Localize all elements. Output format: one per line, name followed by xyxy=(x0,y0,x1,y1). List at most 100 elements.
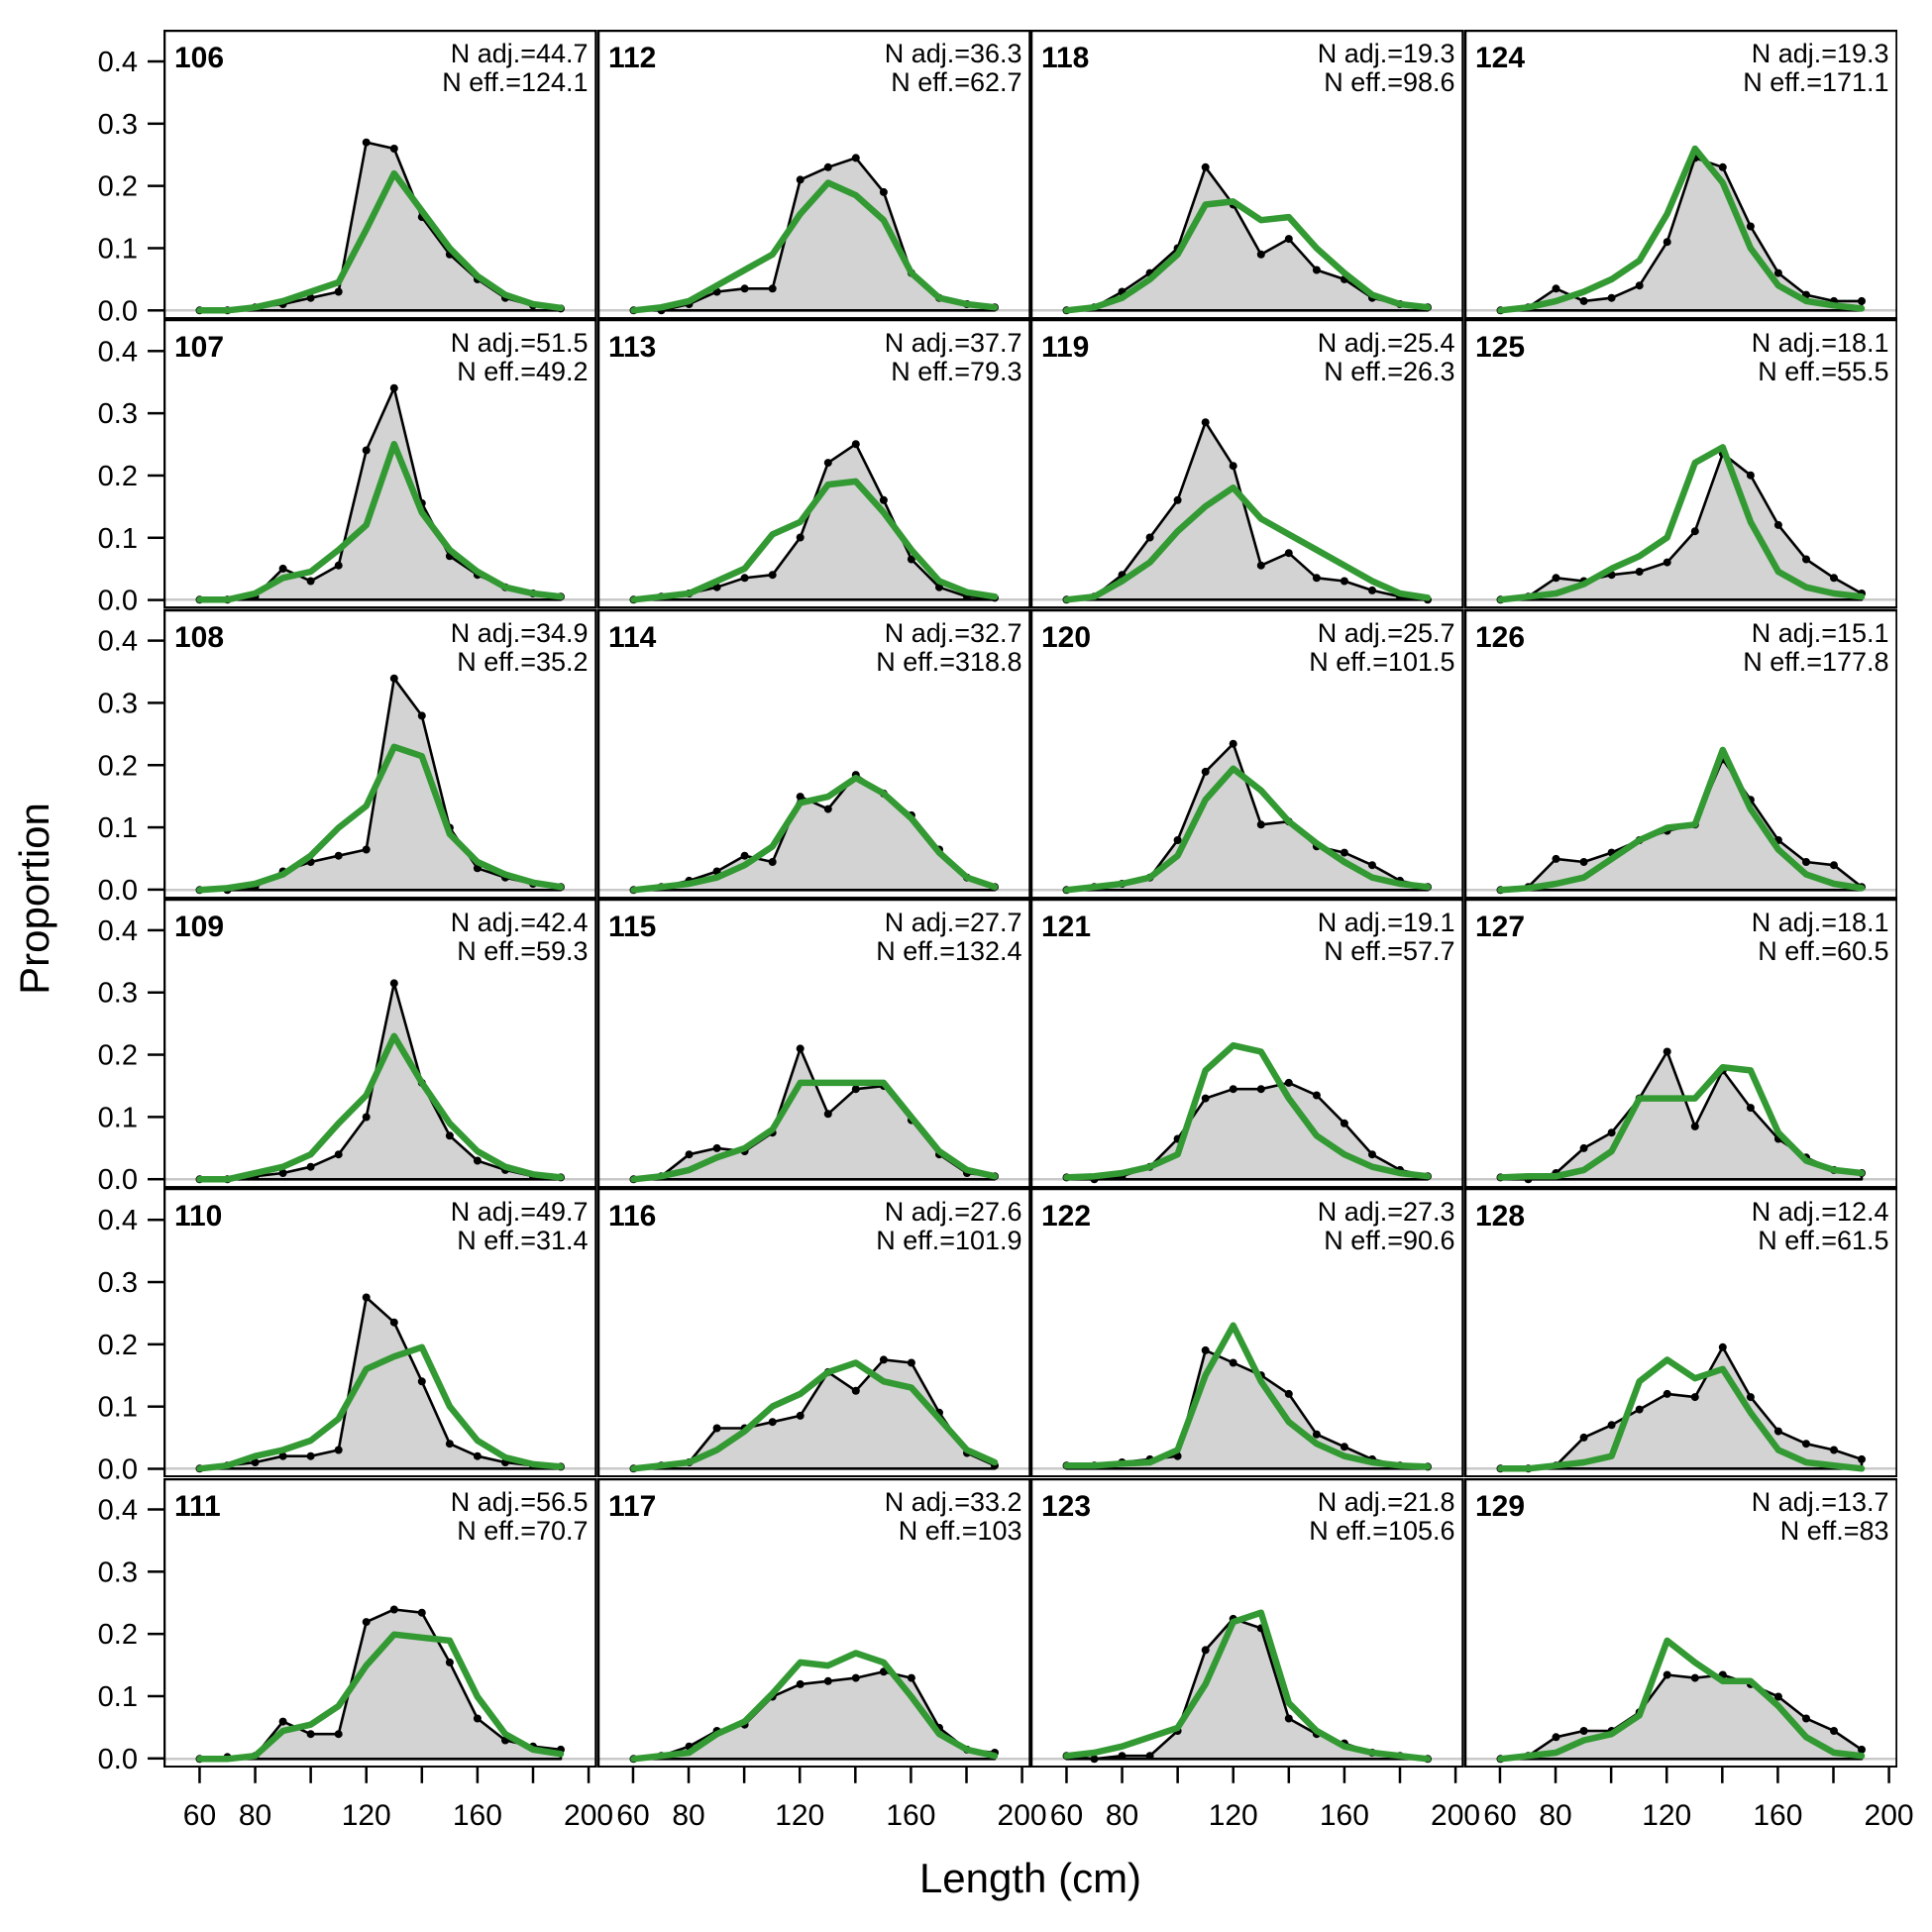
observed-point xyxy=(1201,418,1210,427)
panel-111: 111 N adj.=56.5 N eff.=70.7 xyxy=(162,1477,597,1769)
observed-point xyxy=(1552,1732,1560,1741)
observed-point xyxy=(907,1358,915,1367)
panel-114: 114 N adj.=32.7 N eff.=318.8 xyxy=(596,608,1031,900)
observed-area-110 xyxy=(198,1296,563,1470)
y-axis-tick-label: 0.4 xyxy=(98,336,138,368)
n-adj-annotation: N adj.=15.1 xyxy=(1751,618,1888,648)
panel-label: 127 xyxy=(1475,911,1525,943)
n-adj-annotation: N adj.=27.3 xyxy=(1318,1197,1455,1227)
panel-border xyxy=(1463,1477,1898,1769)
predicted-line-116 xyxy=(629,1359,998,1472)
panel-label: 126 xyxy=(1475,621,1525,654)
y-axis-tick-label: 0.1 xyxy=(98,523,138,555)
observed-point xyxy=(1312,1091,1321,1100)
panel-label: 124 xyxy=(1475,42,1525,74)
predicted-line-129 xyxy=(1496,1637,1865,1763)
y-axis-tick-label: 0.1 xyxy=(98,233,138,265)
observed-area-114 xyxy=(631,773,996,892)
observed-point xyxy=(1829,1726,1838,1735)
panel-chart-123: 123 N adj.=21.8N eff.=105.6 xyxy=(1029,1477,1464,1769)
n-adj-annotation: N adj.=19.3 xyxy=(1318,39,1455,68)
n-eff-annotation: N eff.=101.9 xyxy=(876,1226,1021,1255)
observed-point xyxy=(1746,1103,1755,1112)
predicted-line-118 xyxy=(1063,198,1432,314)
observed-point xyxy=(1663,238,1671,247)
observed-point xyxy=(768,571,777,580)
x-axis-tick-label: 160 xyxy=(886,1799,935,1832)
panel-label: 121 xyxy=(1041,911,1091,943)
observed-point xyxy=(1340,577,1348,586)
observed-point xyxy=(796,792,805,801)
predicted-line-112 xyxy=(629,179,998,314)
n-eff-annotation: N eff.=35.2 xyxy=(457,647,588,677)
observed-point xyxy=(907,1673,915,1682)
panel-110: 110 N adj.=49.7 N eff.=31.4 xyxy=(162,1187,597,1478)
observed-point xyxy=(879,187,888,196)
y-axis-tick-label: 0.0 xyxy=(98,875,138,907)
panel-border xyxy=(596,898,1031,1189)
panel-121: 121 N adj.=19.1 N eff.=57.7 xyxy=(1029,898,1464,1189)
observed-point xyxy=(306,293,315,302)
panel-chart-121: 121 N adj.=19.1N eff.=57.7 xyxy=(1029,898,1464,1189)
n-eff-annotation: N eff.=62.7 xyxy=(891,67,1021,97)
panel-chart-116: 116 N adj.=27.6N eff.=101.9 xyxy=(596,1187,1031,1478)
y-axis-tick-label: 0.2 xyxy=(98,1619,138,1651)
panel-border xyxy=(596,1187,1031,1478)
observed-point xyxy=(1663,1669,1671,1678)
observed-point xyxy=(1829,860,1838,869)
observed-point xyxy=(851,154,860,162)
observed-point xyxy=(1340,1119,1348,1127)
observed-point xyxy=(1773,521,1782,530)
panel-chart-124: 124 N adj.=19.3N eff.=171.1 xyxy=(1463,29,1898,320)
n-adj-annotation: N adj.=19.3 xyxy=(1751,39,1888,68)
n-eff-annotation: N eff.=61.5 xyxy=(1758,1226,1888,1255)
panel-label: 109 xyxy=(174,911,224,943)
observed-point xyxy=(1718,162,1727,171)
observed-point xyxy=(389,674,398,683)
n-adj-annotation: N adj.=32.7 xyxy=(884,618,1021,648)
x-axis-title: Length (cm) xyxy=(918,1855,1142,1901)
observed-point xyxy=(823,459,832,468)
panel-109: 109 N adj.=42.4 N eff.=59.3 xyxy=(162,898,597,1189)
panel-chart-126: 126 N adj.=15.1N eff.=177.8 xyxy=(1463,608,1898,900)
observed-area-122 xyxy=(1065,1348,1430,1470)
observed-point xyxy=(1145,1751,1154,1760)
observed-point xyxy=(796,1679,805,1688)
panel-border xyxy=(1029,898,1464,1189)
panel-chart-122: 122 N adj.=27.3N eff.=90.6 xyxy=(1029,1187,1464,1478)
observed-point xyxy=(1201,1645,1210,1654)
x-axis-tick-label: 200 xyxy=(998,1799,1047,1832)
panel-label: 120 xyxy=(1041,621,1091,654)
panel-120: 120 N adj.=25.7 N eff.=101.5 xyxy=(1029,608,1464,900)
panel-128: 128 N adj.=12.4 N eff.=61.5 xyxy=(1463,1187,1898,1478)
observed-point xyxy=(362,845,371,854)
y-axis-tick-label: 0.0 xyxy=(98,295,138,327)
n-adj-annotation: N adj.=34.9 xyxy=(451,618,589,648)
observed-point xyxy=(1746,222,1755,231)
observed-point xyxy=(1256,1085,1265,1094)
panel-106: 106 N adj.=44.7 N eff.=124.1 xyxy=(162,29,597,320)
panel-border xyxy=(596,1477,1031,1769)
observed-point xyxy=(389,1604,398,1613)
observed-point xyxy=(1829,574,1838,583)
n-adj-annotation: N adj.=33.2 xyxy=(884,1486,1021,1516)
y-axis-tick-label: 0.3 xyxy=(98,398,138,430)
panel-129: 129 N adj.=13.7 N eff.=83 xyxy=(1463,1477,1898,1769)
x-axis-tick-label: 200 xyxy=(564,1799,613,1832)
panel-label: 110 xyxy=(174,1200,222,1233)
n-eff-annotation: N eff.=177.8 xyxy=(1743,647,1888,677)
observed-point xyxy=(851,1085,860,1094)
x-axis-tick-label: 160 xyxy=(1320,1799,1369,1832)
predicted-line-107 xyxy=(196,441,565,603)
predicted-line-128 xyxy=(1496,1356,1865,1472)
predicted-line-124 xyxy=(1496,145,1865,314)
n-adj-annotation: N adj.=49.7 xyxy=(451,1197,589,1227)
panel-border xyxy=(1463,608,1898,900)
y-axis-tick-label: 0.0 xyxy=(98,1164,138,1196)
panel-border xyxy=(596,29,1031,320)
n-eff-annotation: N eff.=132.4 xyxy=(876,936,1021,966)
predicted-line-114 xyxy=(629,774,998,894)
panel-chart-113: 113 N adj.=37.7N eff.=79.3 xyxy=(596,319,1031,609)
y-axis-tick-label: 0.3 xyxy=(98,1556,138,1588)
